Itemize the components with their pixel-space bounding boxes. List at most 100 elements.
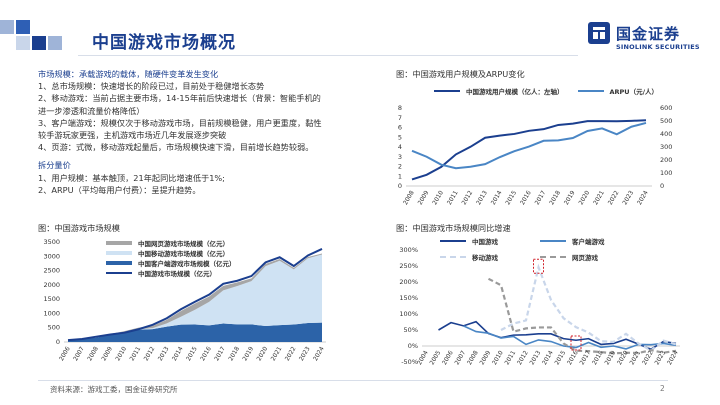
y-tick-label: 300% — [399, 246, 418, 254]
x-tick-label: 2010 — [491, 349, 505, 366]
x-tick-label: 2009 — [417, 189, 431, 206]
market-size-chart: 0 500 1000 1500 2000 2500 3000 3500 2006 2007 2008… — [34, 234, 334, 376]
legend-line-web — [540, 256, 566, 258]
summary-line: 2、移动游戏：当前占据主要市场，14-15年前后快速增长（背景：智能手机的 — [38, 93, 321, 104]
accent-square — [16, 36, 30, 50]
x-tick-label: 2009 — [479, 349, 493, 366]
summary-heading-scale: 市场规模：承载游戏的载体，随硬件变革发生变化 — [38, 69, 219, 79]
x-tick-label: 2020 — [256, 345, 270, 362]
logo-text-cn: 国金证券 — [616, 25, 681, 43]
series-line — [411, 121, 647, 170]
y-tick-label: 2000 — [43, 281, 60, 289]
y-tick-label: 250% — [399, 262, 418, 270]
x-tick-label: 2020 — [616, 349, 630, 366]
y-tick-label: 500 — [48, 324, 60, 332]
page-number: 2 — [660, 384, 665, 393]
x-tick-label: 2016 — [199, 345, 213, 362]
x-tick-label: 2007 — [454, 349, 468, 366]
legend-label: 中国客户端游戏市场规模（亿元） — [138, 260, 236, 268]
growth-chart-title: 图：中国游戏市场规模同比增速 — [396, 223, 511, 233]
summary-line: 1、用户规模：基本触顶，21年起同比增速低于1%; — [38, 172, 225, 183]
legend-item: 网页游戏 — [540, 252, 640, 262]
x-tick-label: 2012 — [143, 345, 157, 362]
y-tick-label: 3000 — [43, 252, 60, 260]
y-tick-label: 1500 — [43, 295, 60, 303]
y-tick-label-left: 6 — [398, 124, 402, 132]
x-tick-label: 2024 — [636, 189, 650, 206]
y-tick-label-right: 300 — [660, 143, 672, 151]
series-line — [411, 119, 647, 181]
users-chart-legend: 中国游戏用户规模（亿人：左轴） ARPU（元/人） — [434, 86, 658, 96]
legend-item: 中国游戏 — [440, 236, 540, 246]
series-line — [438, 320, 677, 351]
x-tick-label: 2012 — [516, 349, 530, 366]
y-tick-label-left: 1 — [398, 172, 402, 180]
x-tick-label: 2018 — [591, 349, 605, 366]
y-tick-label: 0% — [408, 342, 418, 350]
legend-item: ARPU（元/人） — [577, 86, 658, 96]
users-arpu-chart: 0 1 2 3 4 5 6 7 8 0 100 200 300 400 500 600 2008 2009 2010… — [390, 82, 690, 214]
market-size-chart-svg: 0 500 1000 1500 2000 2500 3000 3500 2006 2007 2008… — [43, 238, 326, 362]
growth-chart-legend: 中国游戏 客户端游戏 移动游戏 网页游戏 — [440, 236, 640, 262]
x-tick-label: 2011 — [504, 349, 518, 366]
x-tick-label: 2023 — [298, 345, 312, 362]
y-tick-label: 3500 — [43, 238, 60, 246]
x-tick-label: 2013 — [529, 349, 543, 366]
x-tick-label: 2007 — [72, 345, 86, 362]
x-tick-label: 2017 — [213, 345, 227, 362]
x-tick-label: 2006 — [441, 349, 455, 366]
series-line — [487, 277, 677, 355]
y-tick-label-left: 2 — [398, 163, 402, 171]
legend-line-client — [540, 240, 566, 242]
x-tick-label: 2011 — [446, 189, 460, 206]
legend-line-total — [440, 240, 466, 242]
legend-label: 中国网页游戏市场规模（亿元） — [138, 240, 229, 248]
legend-line-users — [434, 90, 460, 92]
legend-line-total — [106, 272, 132, 274]
logo-text-en: SINOLINK SECURITIES — [616, 43, 700, 51]
summary-line: 进一步渗透和流量价格降低） — [38, 105, 145, 116]
y-tick-label: 150% — [399, 294, 418, 302]
x-tick-label: 2010 — [431, 189, 445, 206]
x-tick-label: 2009 — [100, 345, 114, 362]
y-tick-label-left: 7 — [398, 114, 402, 122]
legend-label: ARPU（元/人） — [609, 88, 658, 96]
legend-item: 移动游戏 — [440, 252, 540, 262]
x-tick-label: 2021 — [592, 189, 606, 206]
legend-line-arpu — [577, 90, 604, 92]
x-tick-label: 2021 — [629, 349, 643, 366]
x-tick-label: 2012 — [461, 189, 475, 206]
highlight-box — [533, 258, 544, 274]
x-tick-label: 2010 — [114, 345, 128, 362]
legend-label: 中国游戏用户规模（亿人：左轴） — [466, 88, 564, 96]
title-divider — [78, 55, 578, 56]
x-tick-label: 2020 — [578, 189, 592, 206]
x-tick-label: 2008 — [86, 345, 100, 362]
x-tick-label: 2006 — [58, 345, 72, 362]
x-tick-label: 2008 — [466, 349, 480, 366]
summary-heading-split: 拆分量价 — [38, 160, 71, 171]
legend-label: 中国移动游戏市场规模（亿元） — [138, 250, 229, 258]
x-tick-label: 2014 — [171, 345, 185, 362]
title-bar: 中国游戏市场概况 国金证券 SINOLINK SECURITIES — [0, 0, 720, 56]
legend-label: 客户端游戏 — [572, 238, 605, 246]
y-tick-label: 0 — [56, 338, 60, 346]
x-tick-label: 2015 — [554, 349, 568, 366]
accent-square — [48, 36, 62, 50]
legend-item: 中国游戏市场规模（亿元） — [106, 268, 236, 278]
summary-line: 2、ARPU（平均每用户付费）：呈提升趋势。 — [38, 184, 201, 195]
x-tick-label: 2019 — [563, 189, 577, 206]
users-chart-title: 图：中国游戏用户规模及ARPU变化 — [396, 69, 525, 79]
summary-line: 4、页游：式微，移动游戏起量后，市场规模快速下滑，目前增长趋势较弱。 — [38, 142, 314, 153]
x-tick-label: 2015 — [185, 345, 199, 362]
y-tick-label-right: 400 — [660, 130, 672, 138]
x-tick-label: 2024 — [312, 345, 326, 362]
x-tick-label: 2014 — [541, 349, 555, 366]
x-tick-label: 2022 — [284, 345, 298, 362]
x-tick-label: 2014 — [490, 189, 504, 206]
y-tick-label-left: 3 — [398, 153, 402, 161]
x-tick-label: 2021 — [270, 345, 284, 362]
x-tick-label: 2022 — [607, 189, 621, 206]
accent-square — [0, 20, 14, 34]
y-tick-label-right: 200 — [660, 156, 672, 164]
